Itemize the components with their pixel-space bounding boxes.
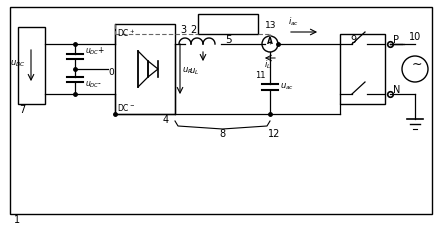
Text: 1: 1 [14,214,20,224]
Bar [18,28,45,105]
Text: 0: 0 [108,68,114,77]
Bar [198,15,258,35]
Text: 7: 7 [19,105,25,114]
Text: 9: 9 [350,35,356,45]
Text: 5: 5 [225,35,232,45]
Text: DC$^+$: DC$^+$ [117,27,135,39]
Bar [340,35,385,105]
Text: N: N [393,85,400,95]
Text: 2: 2 [190,25,196,35]
Bar [115,25,175,114]
Text: 3: 3 [180,25,186,35]
Text: $u_L$: $u_L$ [189,66,199,76]
Text: $u_{DC}$+: $u_{DC}$+ [85,45,105,56]
Text: 4: 4 [163,114,169,124]
Text: 10: 10 [409,32,421,42]
Text: $i_{ac}$: $i_{ac}$ [288,15,299,27]
Text: $\sim$: $\sim$ [409,57,423,70]
Text: $u_{ac}$: $u_{ac}$ [280,81,294,91]
Text: A: A [267,37,272,46]
Text: 13: 13 [265,21,276,30]
Text: $u_{DC}$: $u_{DC}$ [10,58,26,68]
Text: $u_R$: $u_R$ [182,65,193,75]
Text: $i_L$: $i_L$ [264,58,271,70]
Text: 8: 8 [219,128,225,138]
Text: 11: 11 [255,71,265,80]
Text: $u_{DC}$-: $u_{DC}$- [85,79,102,89]
Text: 12: 12 [268,128,280,138]
Text: P: P [393,35,399,45]
Text: DC$^-$: DC$^-$ [117,101,135,113]
